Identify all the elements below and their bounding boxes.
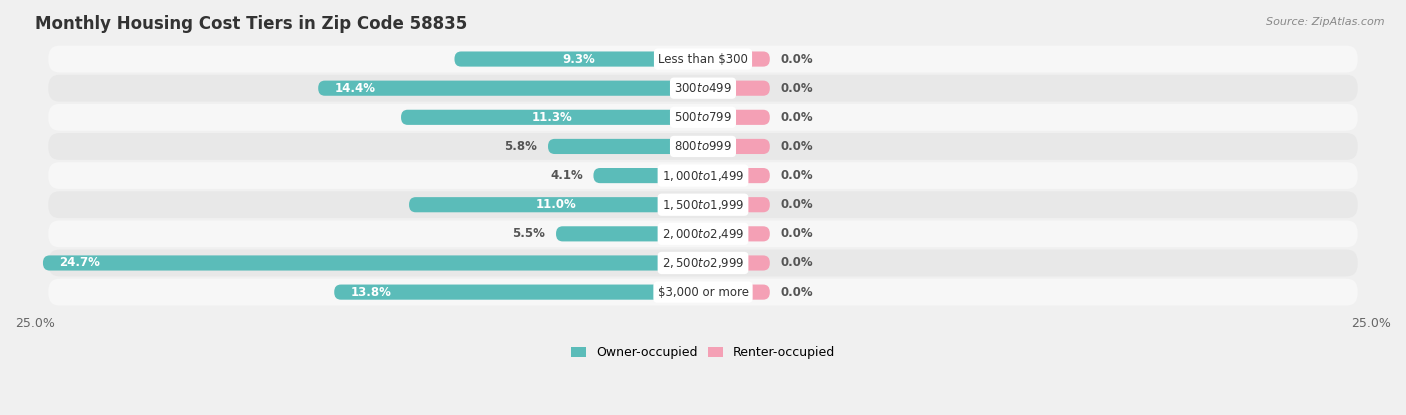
FancyBboxPatch shape [48,46,1358,73]
FancyBboxPatch shape [48,162,1358,189]
FancyBboxPatch shape [48,133,1358,160]
Text: 9.3%: 9.3% [562,53,595,66]
FancyBboxPatch shape [703,168,770,183]
Text: Less than $300: Less than $300 [658,53,748,66]
Text: Source: ZipAtlas.com: Source: ZipAtlas.com [1267,17,1385,27]
Text: $3,000 or more: $3,000 or more [658,286,748,299]
Text: 0.0%: 0.0% [780,53,813,66]
FancyBboxPatch shape [703,51,770,67]
FancyBboxPatch shape [593,168,703,183]
Text: 0.0%: 0.0% [780,82,813,95]
Legend: Owner-occupied, Renter-occupied: Owner-occupied, Renter-occupied [567,342,839,364]
Text: 0.0%: 0.0% [780,286,813,299]
Text: 5.8%: 5.8% [505,140,537,153]
Text: 24.7%: 24.7% [59,256,100,269]
FancyBboxPatch shape [48,75,1358,102]
Text: 0.0%: 0.0% [780,256,813,269]
Text: $1,000 to $1,499: $1,000 to $1,499 [662,168,744,183]
Text: 4.1%: 4.1% [550,169,582,182]
FancyBboxPatch shape [48,104,1358,131]
Text: $500 to $799: $500 to $799 [673,111,733,124]
Text: $800 to $999: $800 to $999 [673,140,733,153]
FancyBboxPatch shape [454,51,703,67]
FancyBboxPatch shape [335,285,703,300]
FancyBboxPatch shape [44,255,703,271]
FancyBboxPatch shape [409,197,703,212]
Text: 11.0%: 11.0% [536,198,576,211]
Text: 11.3%: 11.3% [531,111,572,124]
Text: 0.0%: 0.0% [780,227,813,240]
FancyBboxPatch shape [318,81,703,96]
Text: 0.0%: 0.0% [780,140,813,153]
Text: $2,500 to $2,999: $2,500 to $2,999 [662,256,744,270]
FancyBboxPatch shape [555,226,703,242]
Text: 0.0%: 0.0% [780,169,813,182]
Text: 14.4%: 14.4% [335,82,375,95]
Text: 0.0%: 0.0% [780,111,813,124]
FancyBboxPatch shape [703,197,770,212]
Text: $300 to $499: $300 to $499 [673,82,733,95]
FancyBboxPatch shape [703,139,770,154]
FancyBboxPatch shape [548,139,703,154]
FancyBboxPatch shape [48,191,1358,218]
FancyBboxPatch shape [401,110,703,125]
Text: Monthly Housing Cost Tiers in Zip Code 58835: Monthly Housing Cost Tiers in Zip Code 5… [35,15,467,33]
Text: $1,500 to $1,999: $1,500 to $1,999 [662,198,744,212]
FancyBboxPatch shape [48,220,1358,247]
FancyBboxPatch shape [703,226,770,242]
FancyBboxPatch shape [703,110,770,125]
Text: $2,000 to $2,499: $2,000 to $2,499 [662,227,744,241]
Text: 5.5%: 5.5% [512,227,546,240]
FancyBboxPatch shape [703,255,770,271]
Text: 0.0%: 0.0% [780,198,813,211]
FancyBboxPatch shape [703,285,770,300]
Text: 13.8%: 13.8% [350,286,391,299]
FancyBboxPatch shape [48,249,1358,276]
FancyBboxPatch shape [703,81,770,96]
FancyBboxPatch shape [48,279,1358,305]
